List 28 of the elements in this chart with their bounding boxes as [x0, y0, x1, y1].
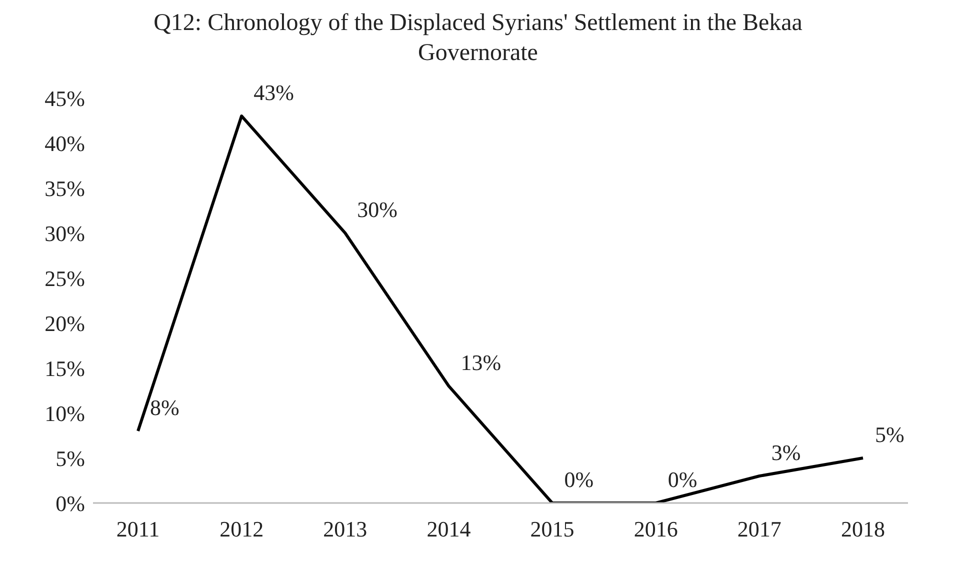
data-label: 5%	[875, 422, 904, 447]
y-tick-label: 25%	[44, 266, 85, 291]
chart-title: Q12: Chronology of the Displaced Syrians' Settlement in the Bekaa Governorate	[152, 9, 804, 68]
data-label: 3%	[771, 440, 801, 465]
data-label: 30%	[357, 197, 398, 222]
x-tick-label: 2016	[634, 516, 678, 542]
y-tick-label: 30%	[44, 220, 85, 246]
y-tick-label: 45%	[44, 86, 85, 111]
data-label: 8%	[150, 395, 180, 420]
y-tick-label: 5%	[56, 446, 85, 471]
y-tick-label: 20%	[44, 310, 85, 336]
x-tick-label: 2013	[323, 516, 368, 542]
data-label: 13%	[460, 350, 502, 375]
data-label: 43%	[254, 80, 294, 105]
data-label: 0%	[564, 467, 594, 492]
y-tick-label: 15%	[44, 356, 85, 381]
x-tick-label: 2017	[737, 516, 782, 542]
line-series	[136, 114, 864, 503]
x-tick-label: 2015	[530, 516, 574, 542]
x-tick-label: 2018	[841, 516, 885, 542]
x-tick-label: 2011	[116, 516, 160, 542]
x-tick-label: 2014	[426, 516, 471, 542]
y-tick-label: 0%	[56, 490, 85, 516]
data-label: 0%	[668, 467, 698, 492]
x-tick-label: 2012	[220, 516, 264, 542]
y-tick-label: 10%	[44, 400, 85, 426]
y-tick-label: 35%	[44, 176, 85, 201]
y-tick-label: 40%	[44, 130, 85, 156]
